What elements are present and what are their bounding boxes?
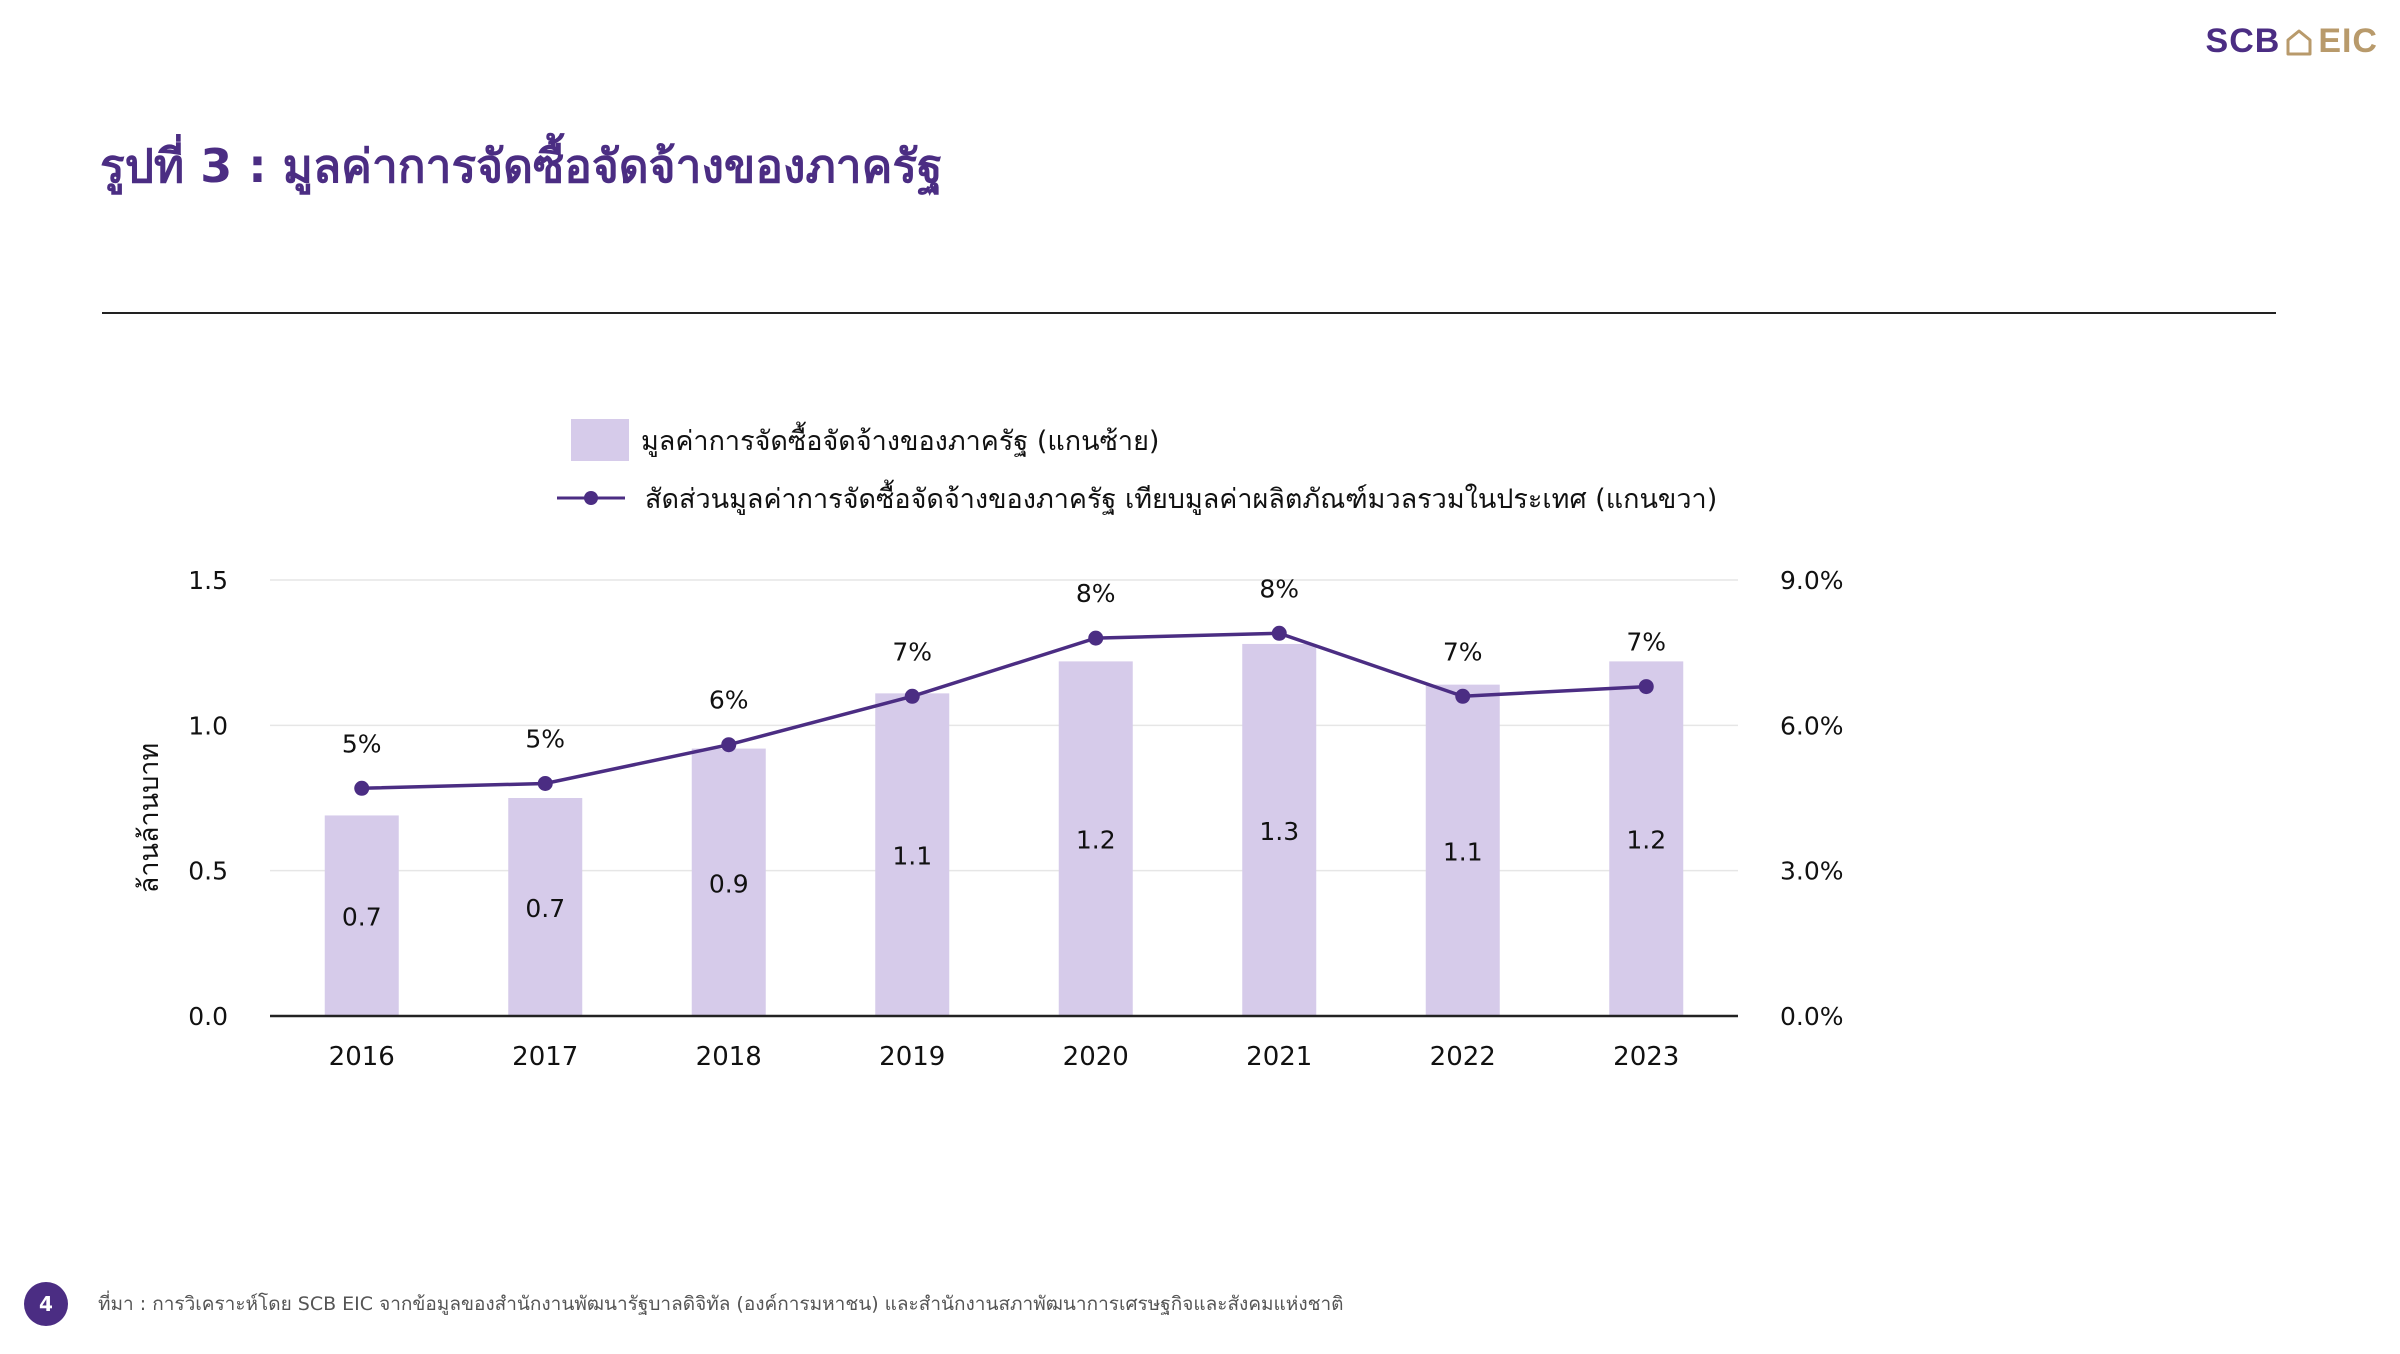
ratio-value-label: 8% (1259, 574, 1299, 603)
ratio-value-label: 7% (1443, 637, 1483, 666)
bar-value-label: 0.7 (342, 903, 382, 932)
y-tick-label: 1.0 (188, 711, 228, 740)
y-tick-label: 0.5 (188, 857, 228, 886)
y2-tick-label: 6.0% (1780, 711, 1844, 740)
logo-text-eic: EIC (2318, 22, 2378, 60)
ratio-line (361, 631, 1647, 791)
bar-value-label: 1.2 (1626, 826, 1666, 855)
ratio-point (1271, 625, 1287, 641)
footer: 4 ที่มา : การวิเคราะห์โดย SCB EIC จากข้อ… (24, 1282, 1344, 1326)
legend-bar-label: มูลค่าการจัดซื้อจัดจ้างของภาครัฐ (แกนซ้า… (641, 425, 1160, 457)
x-tick-label: 2022 (1430, 1042, 1496, 1072)
bar (1425, 684, 1500, 1016)
y-tick-label: 1.5 (188, 566, 228, 595)
bar (1058, 661, 1133, 1016)
ratio-value-label: 7% (1626, 628, 1666, 657)
ratio-point (354, 780, 370, 796)
x-tick-label: 2020 (1063, 1042, 1129, 1072)
legend-item-line: สัดส่วนมูลค่าการจัดซื้อจัดจ้างของภาครัฐ … (555, 476, 1717, 520)
ratio-point (537, 775, 553, 791)
bar-value-label: 1.2 (1076, 826, 1116, 855)
y-tick-label: 0.0 (188, 1002, 228, 1031)
house-icon (2286, 29, 2312, 55)
ratio-point (721, 737, 737, 753)
x-tick-label: 2017 (512, 1042, 578, 1072)
source-note: ที่มา : การวิเคราะห์โดย SCB EIC จากข้อมู… (98, 1293, 1344, 1315)
bar-value-label: 1.1 (1443, 837, 1483, 866)
legend-item-bar: มูลค่าการจัดซื้อจัดจ้างของภาครัฐ (แกนซ้า… (555, 418, 1717, 462)
bar-value-label: 1.3 (1259, 817, 1299, 846)
y2-tick-label: 9.0% (1780, 566, 1844, 595)
legend-line-label: สัดส่วนมูลค่าการจัดซื้อจัดจ้างของภาครัฐ … (645, 483, 1718, 515)
bar-value-label: 1.1 (892, 842, 932, 871)
x-tick-label: 2016 (329, 1042, 395, 1072)
bar (1609, 661, 1684, 1016)
ratio-value-label: 6% (709, 686, 749, 715)
ratio-point (1455, 688, 1471, 704)
logo-text-scb: SCB (2205, 22, 2281, 60)
x-tick-label: 2018 (696, 1042, 762, 1072)
y2-tick-label: 3.0% (1780, 857, 1844, 886)
y-axis-title: ล้านล้านบาท (134, 743, 165, 893)
chart-legend: มูลค่าการจัดซื้อจัดจ้างของภาครัฐ (แกนซ้า… (555, 418, 1717, 534)
ratio-point (1088, 630, 1104, 646)
title-divider (102, 312, 2276, 314)
ratio-point (1638, 679, 1654, 695)
brand-logo: SCB EIC (2206, 22, 2378, 61)
bar-value-label: 0.9 (709, 869, 749, 898)
page-title: รูปที่ 3 : มูลค่าการจัดซื้อจัดจ้างของภาค… (100, 139, 943, 193)
bar (691, 748, 766, 1016)
page-number-badge: 4 (24, 1282, 68, 1326)
bar (324, 815, 399, 1016)
x-tick-label: 2021 (1246, 1042, 1312, 1072)
ratio-value-label: 7% (892, 637, 932, 666)
x-tick-label: 2019 (879, 1042, 945, 1072)
bar (875, 693, 950, 1016)
bar (1242, 643, 1317, 1016)
ratio-value-label: 8% (1076, 579, 1116, 608)
bar (508, 798, 583, 1016)
ratio-point (904, 688, 920, 704)
y2-tick-label: 0.0% (1780, 1002, 1844, 1031)
legend-bar-swatch (571, 419, 629, 461)
x-tick-label: 2023 (1613, 1042, 1679, 1072)
ratio-value-label: 5% (342, 729, 382, 758)
bar-value-label: 0.7 (525, 894, 565, 923)
ratio-value-label: 5% (525, 724, 565, 753)
legend-line-swatch (557, 491, 625, 505)
